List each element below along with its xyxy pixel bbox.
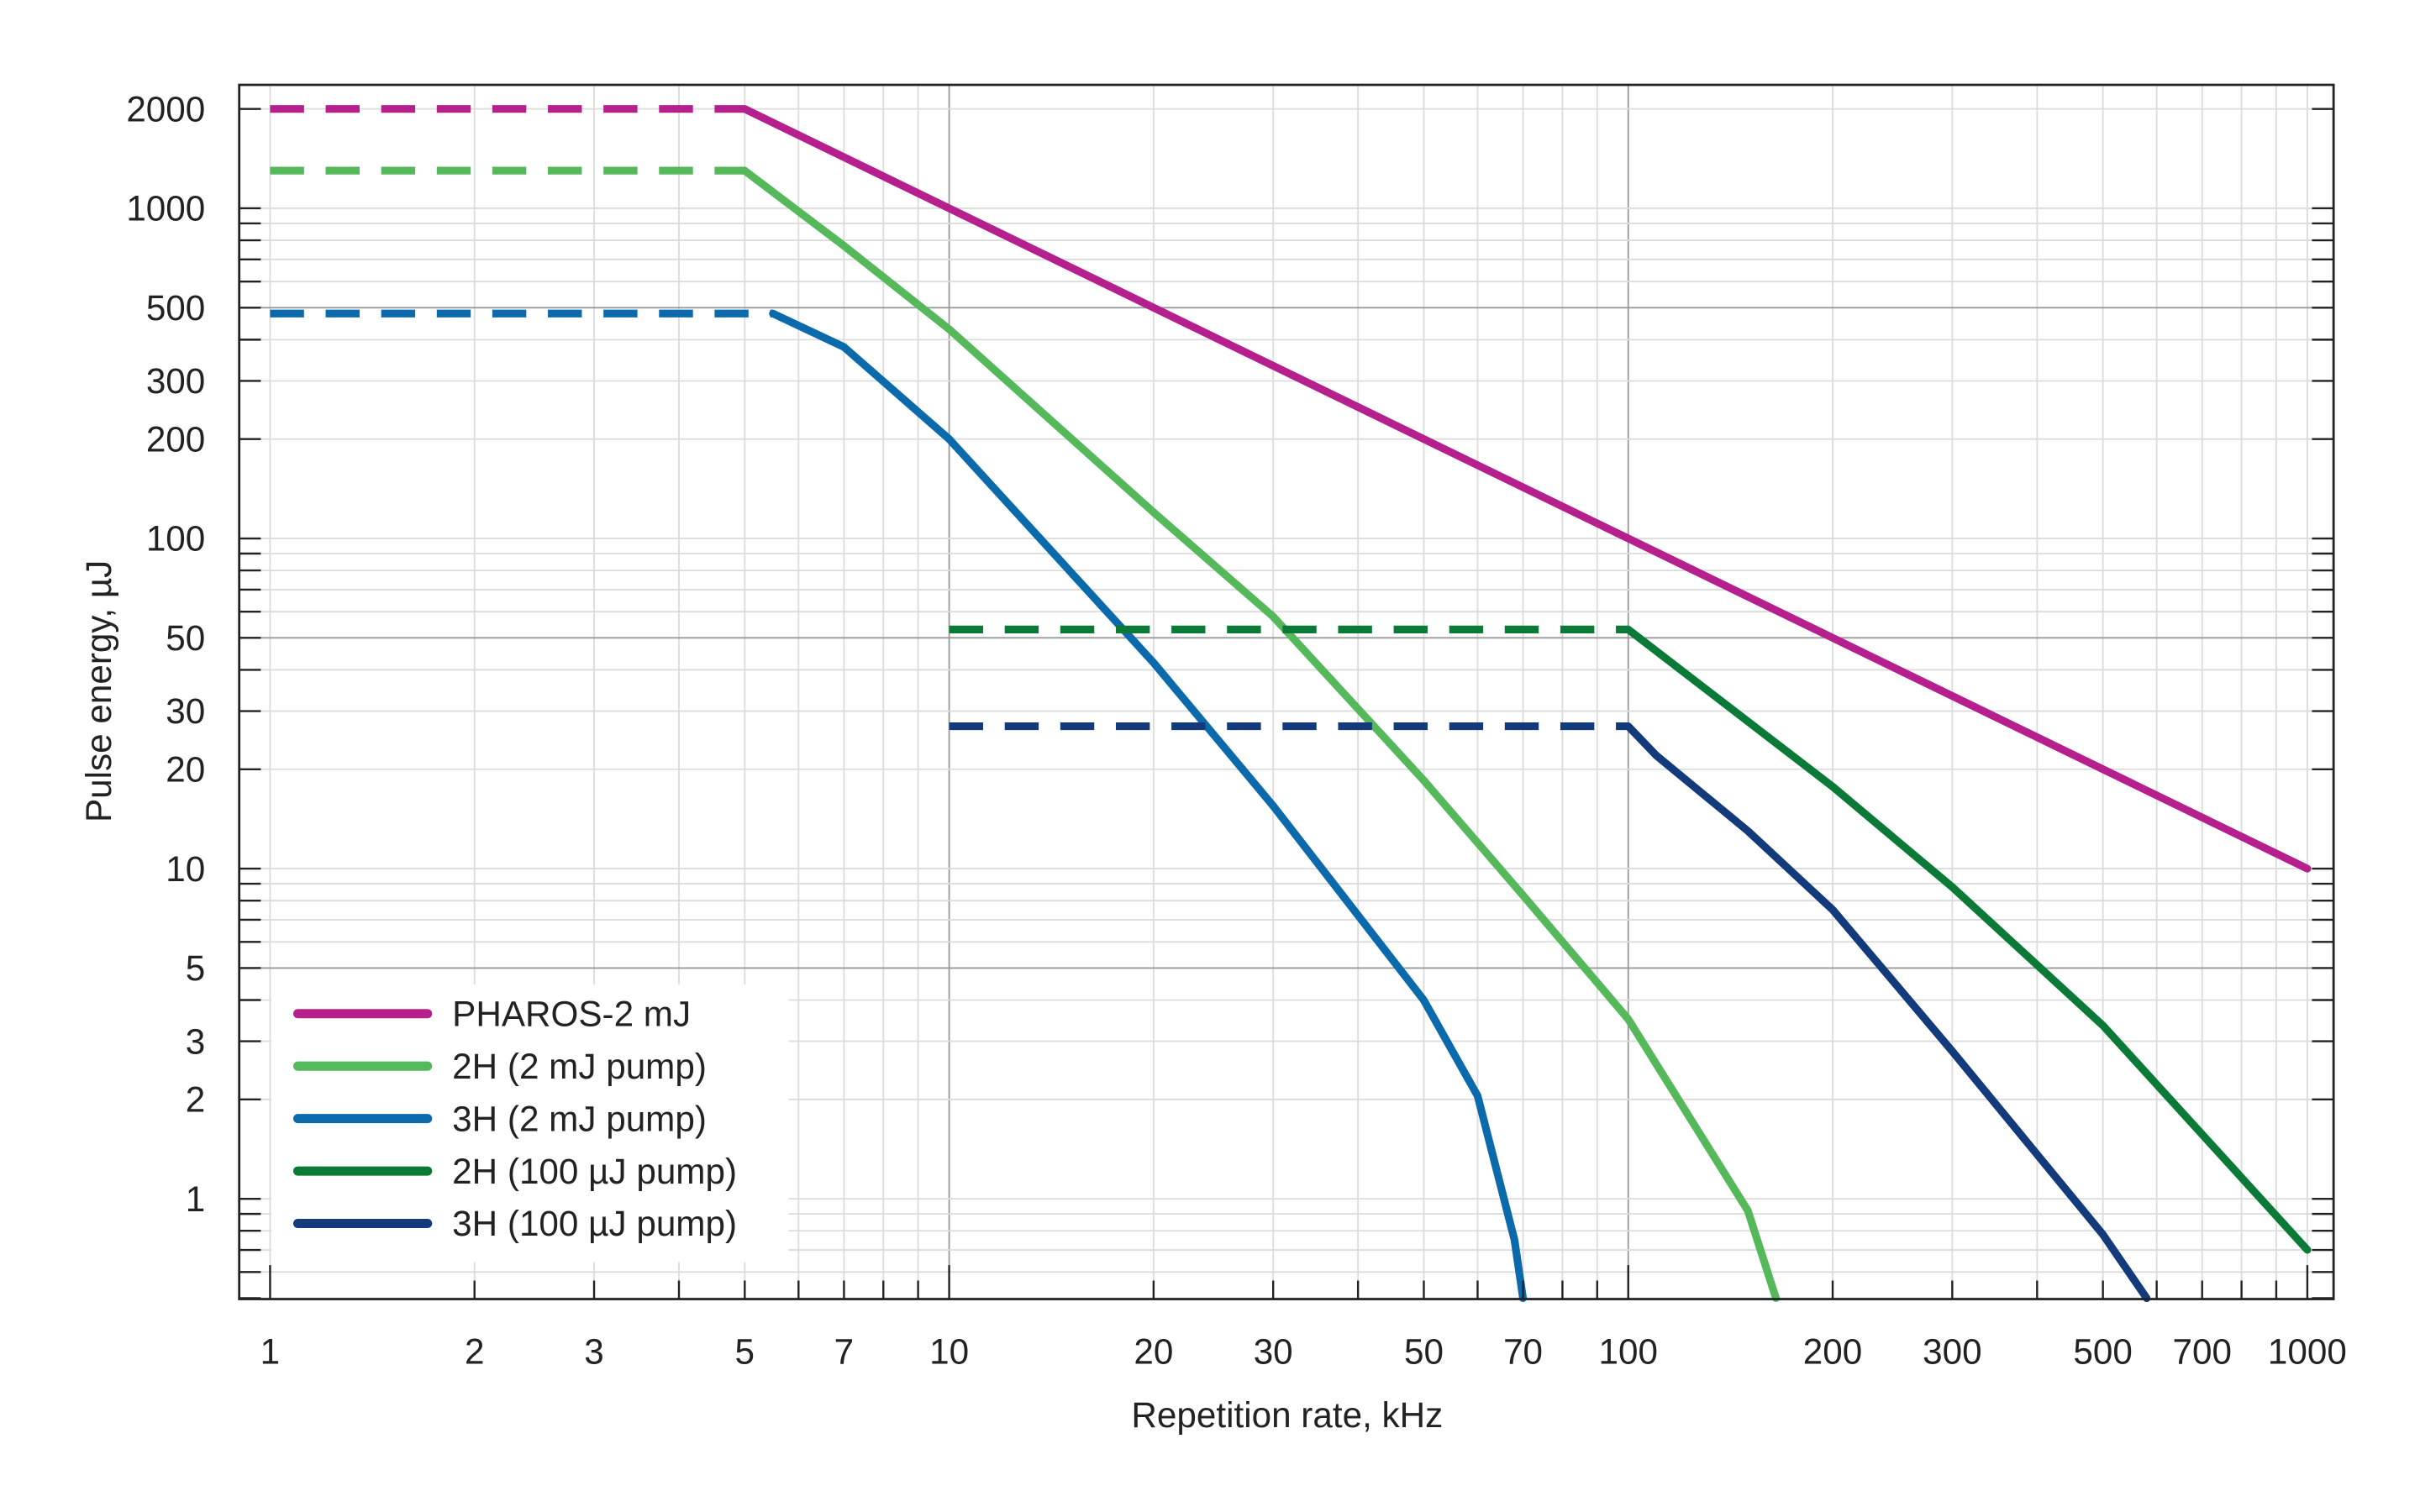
y-tick-label: 50	[166, 618, 205, 658]
y-tick-label: 30	[166, 691, 205, 731]
y-tick-label: 100	[146, 519, 205, 559]
grid	[239, 85, 2334, 1299]
axis-ticks: 1 2 3 5 7 10 20 30 50 70 100 200 300 500 700 1000 2000 10…	[126, 89, 2347, 1371]
legend-label: 3H (100 µJ pump)	[452, 1204, 737, 1243]
series-pharos-2-mj	[740, 105, 2312, 873]
y-tick-label: 2000	[126, 89, 205, 129]
series-3h-100-j-pump	[1624, 722, 2151, 1303]
y-tick-label: 20	[166, 749, 205, 789]
series-2h-2-mj-pump	[740, 166, 1781, 1303]
x-tick-label: 1	[260, 1332, 281, 1372]
y-tick-label: 5	[186, 948, 206, 988]
x-tick-label: 20	[1134, 1332, 1173, 1372]
legend: PHAROS-2 mJ 2H (2 mJ pump) 3H (2 mJ pump) 2…	[271, 984, 789, 1263]
y-axis-label: Pulse energy, µJ	[79, 560, 118, 822]
x-axis-label: Repetition rate, kHz	[1131, 1395, 1443, 1435]
x-tick-label: 3	[584, 1332, 604, 1372]
legend-label: 3H (2 mJ pump)	[452, 1099, 707, 1138]
y-tick-label: 500	[146, 288, 205, 328]
y-tick-label: 1	[186, 1179, 206, 1219]
series-lines	[270, 105, 2312, 1303]
x-tick-label: 2	[465, 1332, 484, 1372]
x-tick-label: 5	[735, 1332, 755, 1372]
x-tick-label: 1000	[2268, 1332, 2347, 1372]
y-tick-label: 200	[146, 419, 205, 459]
x-tick-label: 50	[1404, 1332, 1444, 1372]
y-tick-label: 3	[186, 1021, 206, 1061]
x-tick-label: 7	[834, 1332, 855, 1372]
series-3h-2-mj-pump	[769, 309, 1528, 1303]
legend-label: 2H (2 mJ pump)	[452, 1047, 707, 1086]
y-tick-label: 1000	[126, 189, 205, 228]
legend-label: PHAROS-2 mJ	[452, 994, 691, 1033]
x-tick-label: 700	[2172, 1332, 2231, 1372]
x-tick-label: 200	[1803, 1332, 1862, 1372]
y-tick-label: 10	[166, 849, 205, 889]
x-tick-label: 500	[2073, 1332, 2132, 1372]
x-tick-label: 10	[929, 1332, 969, 1372]
x-tick-label: 30	[1254, 1332, 1293, 1372]
legend-label: 2H (100 µJ pump)	[452, 1152, 737, 1191]
x-tick-label: 70	[1503, 1332, 1543, 1372]
y-tick-label: 300	[146, 361, 205, 401]
x-tick-label: 100	[1599, 1332, 1658, 1372]
x-tick-label: 300	[1923, 1332, 1981, 1372]
plot-frame	[238, 83, 2335, 1300]
y-tick-label: 2	[186, 1080, 206, 1120]
series-2h-100-j-pump	[1624, 625, 2312, 1254]
